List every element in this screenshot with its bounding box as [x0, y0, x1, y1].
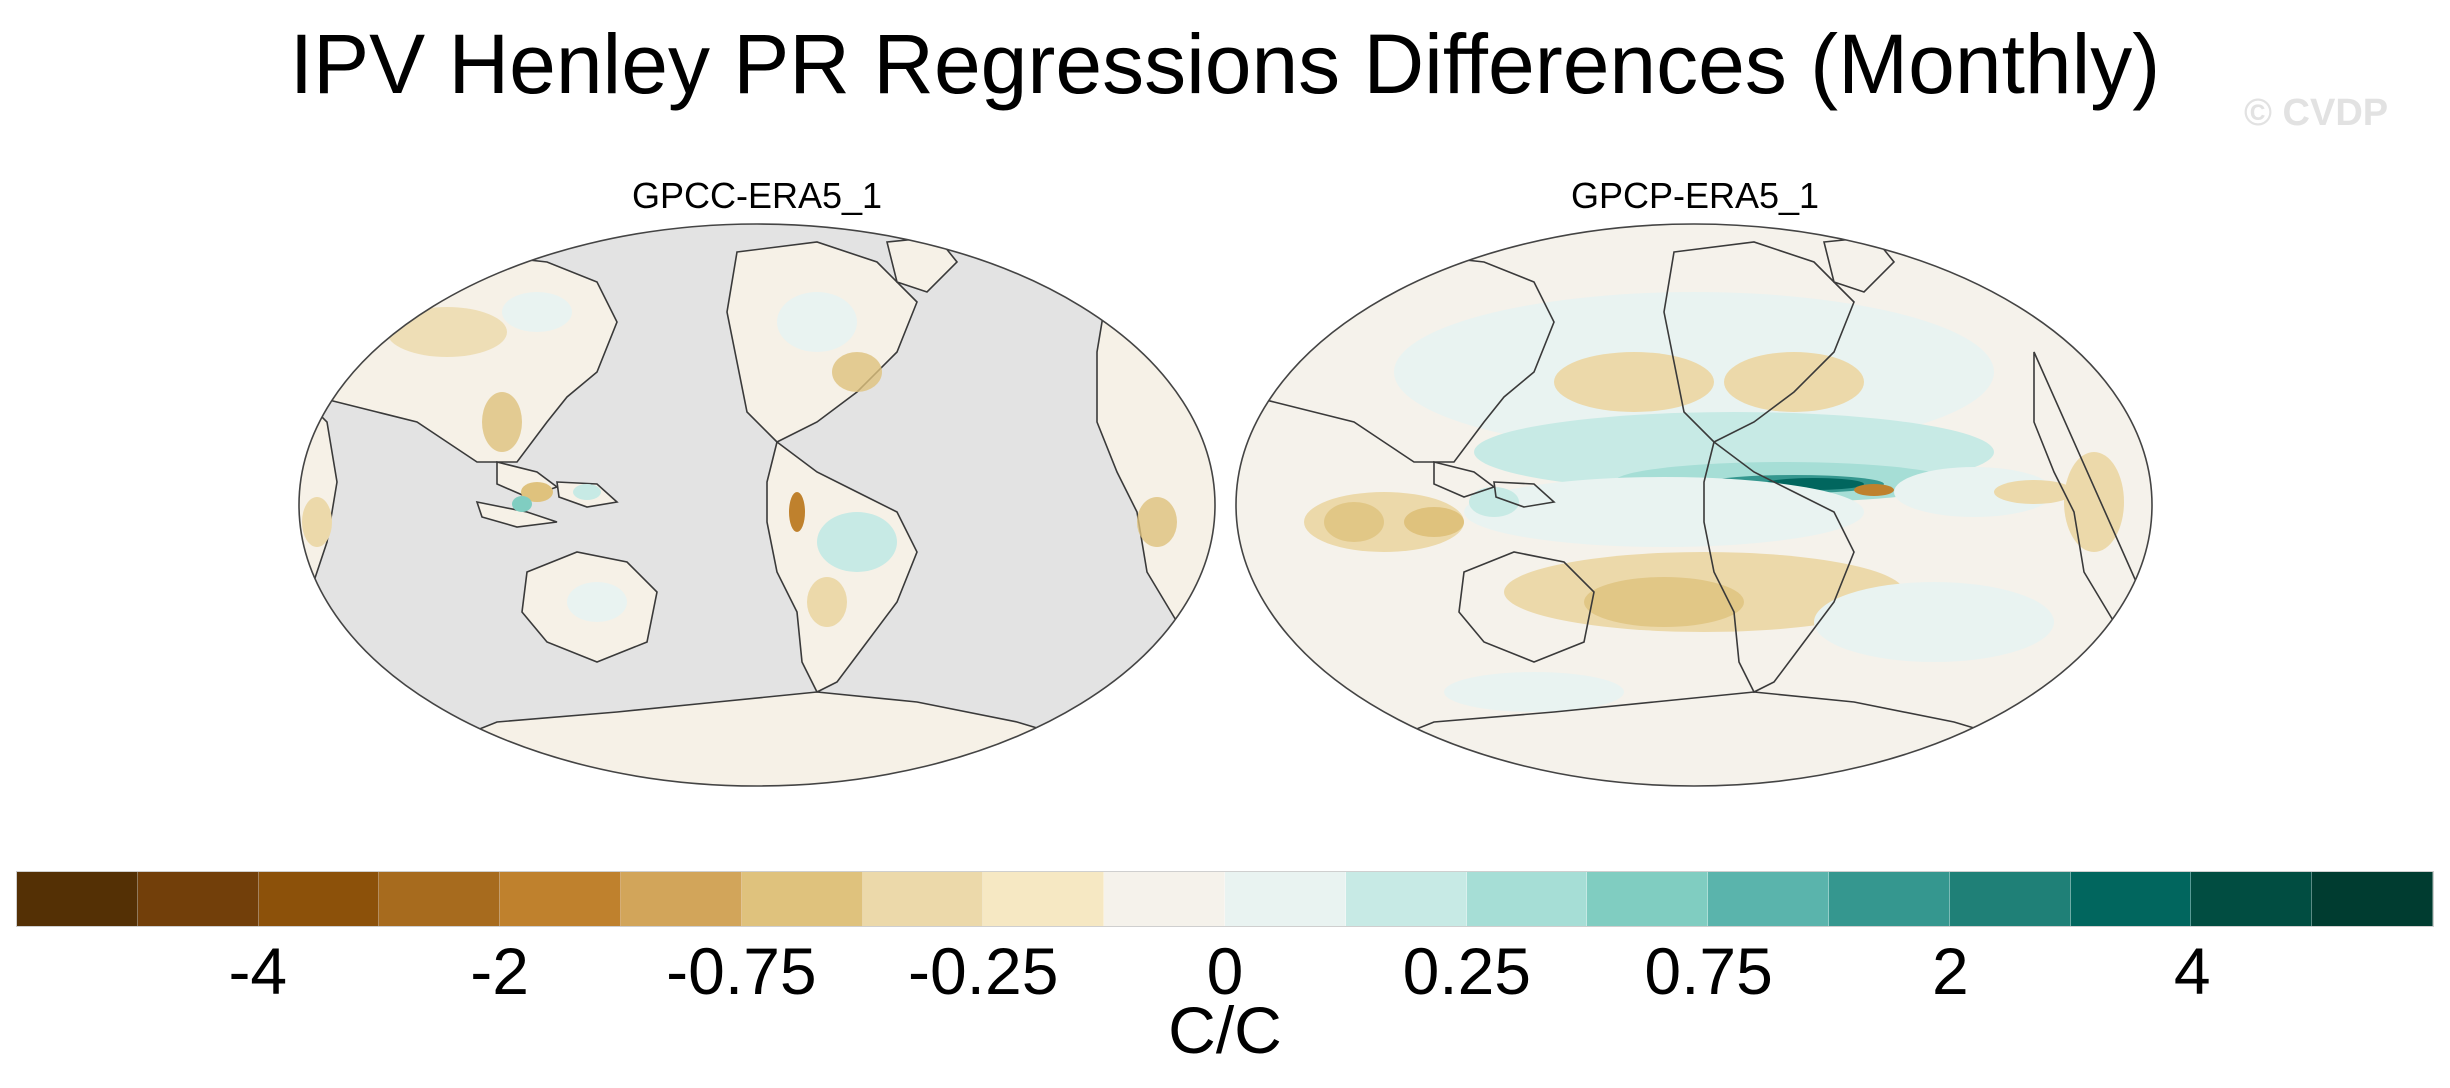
- colorbar-swatch-10: [1224, 872, 1346, 926]
- map-gpcp-era5: [1235, 223, 2153, 787]
- colorbar-swatch-8: [983, 872, 1105, 926]
- difference-patches: [302, 292, 1177, 627]
- colorbar-swatch-9: [1104, 872, 1225, 926]
- colorbar-swatch-12: [1466, 872, 1588, 926]
- watermark: © CVDP: [2244, 92, 2389, 134]
- colorbar-tick-label: 2: [1932, 934, 1969, 1008]
- map-border: [1235, 223, 2153, 787]
- colorbar-units: C/C: [1168, 993, 1282, 1067]
- colorbar: [16, 871, 2434, 927]
- map-border: [298, 223, 1216, 787]
- colorbar-swatch-15: [1828, 872, 1950, 926]
- colorbar-tick-label: -4: [228, 934, 288, 1008]
- colorbar-swatch-11: [1345, 872, 1467, 926]
- colorbar-tick-label: -2: [470, 934, 529, 1008]
- colorbar-swatch-1: [137, 872, 259, 926]
- colorbar-tick-label: -0.75: [666, 934, 817, 1008]
- colorbar-swatch-3: [379, 872, 501, 926]
- colorbar-tick-label: 4: [2173, 934, 2211, 1008]
- colorbar-swatch-4: [500, 872, 621, 926]
- colorbar-tick-label: 0.75: [1644, 934, 1773, 1008]
- difference-patches: [1236, 292, 2124, 712]
- colorbar-swatch-7: [862, 872, 984, 926]
- colorbar-swatch-6: [741, 872, 863, 926]
- colorbar-swatch-19: [2312, 872, 2433, 926]
- colorbar-swatch-0: [17, 872, 138, 926]
- colorbar-tick-label: 0: [1206, 934, 1244, 1008]
- colorbar-tick-label: -0.25: [907, 934, 1059, 1008]
- panel-title-gpcc: GPCC-ERA5_1: [631, 175, 883, 216]
- colorbar-swatch-17: [2070, 872, 2192, 926]
- map-gpcc-era5: [298, 223, 1216, 787]
- colorbar-swatch-2: [258, 872, 380, 926]
- colorbar-swatch-18: [2191, 872, 2313, 926]
- colorbar-swatch-14: [1708, 872, 1829, 926]
- colorbar-tick-label: 0.25: [1402, 934, 1532, 1008]
- colorbar-swatch-16: [1949, 872, 2071, 926]
- colorbar-swatch-5: [620, 872, 742, 926]
- panel-title-gpcp: GPCP-ERA5_1: [1570, 175, 1820, 216]
- figure-title: IPV Henley PR Regressions Differences (M…: [289, 17, 2161, 111]
- colorbar-swatch-13: [1587, 872, 1709, 926]
